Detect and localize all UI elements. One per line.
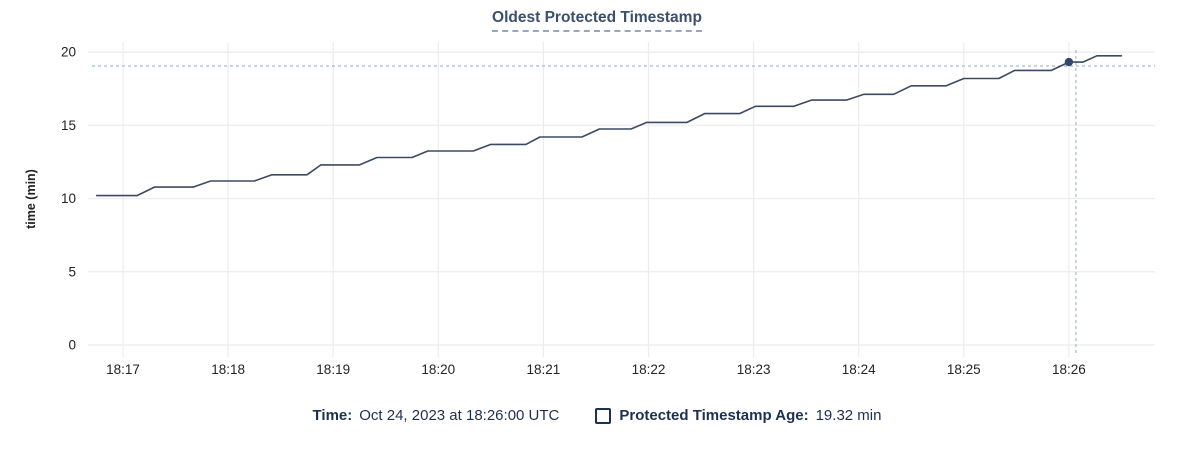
legend-swatch-icon (595, 407, 612, 424)
legend-time-value: Oct 24, 2023 at 18:26:00 UTC (359, 407, 560, 424)
chart-legend: Time: Oct 24, 2023 at 18:26:00 UTC Prote… (0, 407, 1194, 424)
x-tick-label: 18:19 (316, 362, 350, 377)
x-tick-label: 18:24 (842, 362, 876, 377)
x-tick-label: 18:18 (211, 362, 245, 377)
y-tick-label: 10 (61, 191, 76, 206)
legend-time-label: Time: (312, 407, 353, 424)
hover-point (1064, 57, 1074, 67)
legend-series: Protected Timestamp Age: 19.32 min (595, 407, 881, 424)
y-axis-title: time (min) (24, 169, 38, 229)
x-tick-label: 18:17 (106, 362, 140, 377)
x-tick-label: 18:22 (632, 362, 666, 377)
chart-title-row: Oldest Protected Timestamp (0, 9, 1194, 38)
y-tick-label: 0 (68, 338, 76, 353)
chart-title[interactable]: Oldest Protected Timestamp (492, 9, 702, 32)
x-tick-label: 18:26 (1052, 362, 1086, 377)
legend-series-value: 19.32 min (815, 407, 882, 424)
y-tick-label: 15 (61, 118, 76, 133)
legend-time: Time: Oct 24, 2023 at 18:26:00 UTC (313, 407, 560, 424)
y-tick-label: 20 (61, 45, 76, 60)
x-tick-label: 18:20 (421, 362, 455, 377)
x-tick-label: 18:21 (527, 362, 561, 377)
legend-series-label: Protected Timestamp Age: (619, 407, 809, 424)
y-tick-label: 5 (68, 264, 76, 279)
chart-panel: Oldest Protected Timestamp 18:17 18:18 18:… (0, 9, 1194, 424)
series-line (95, 54, 1123, 197)
x-tick-label: 18:25 (947, 362, 981, 377)
x-tick-label: 18:23 (737, 362, 771, 377)
chart-svg[interactable]: 18:17 18:18 18:19 18:20 18:21 18:22 18:23 18:24… (0, 38, 1194, 385)
